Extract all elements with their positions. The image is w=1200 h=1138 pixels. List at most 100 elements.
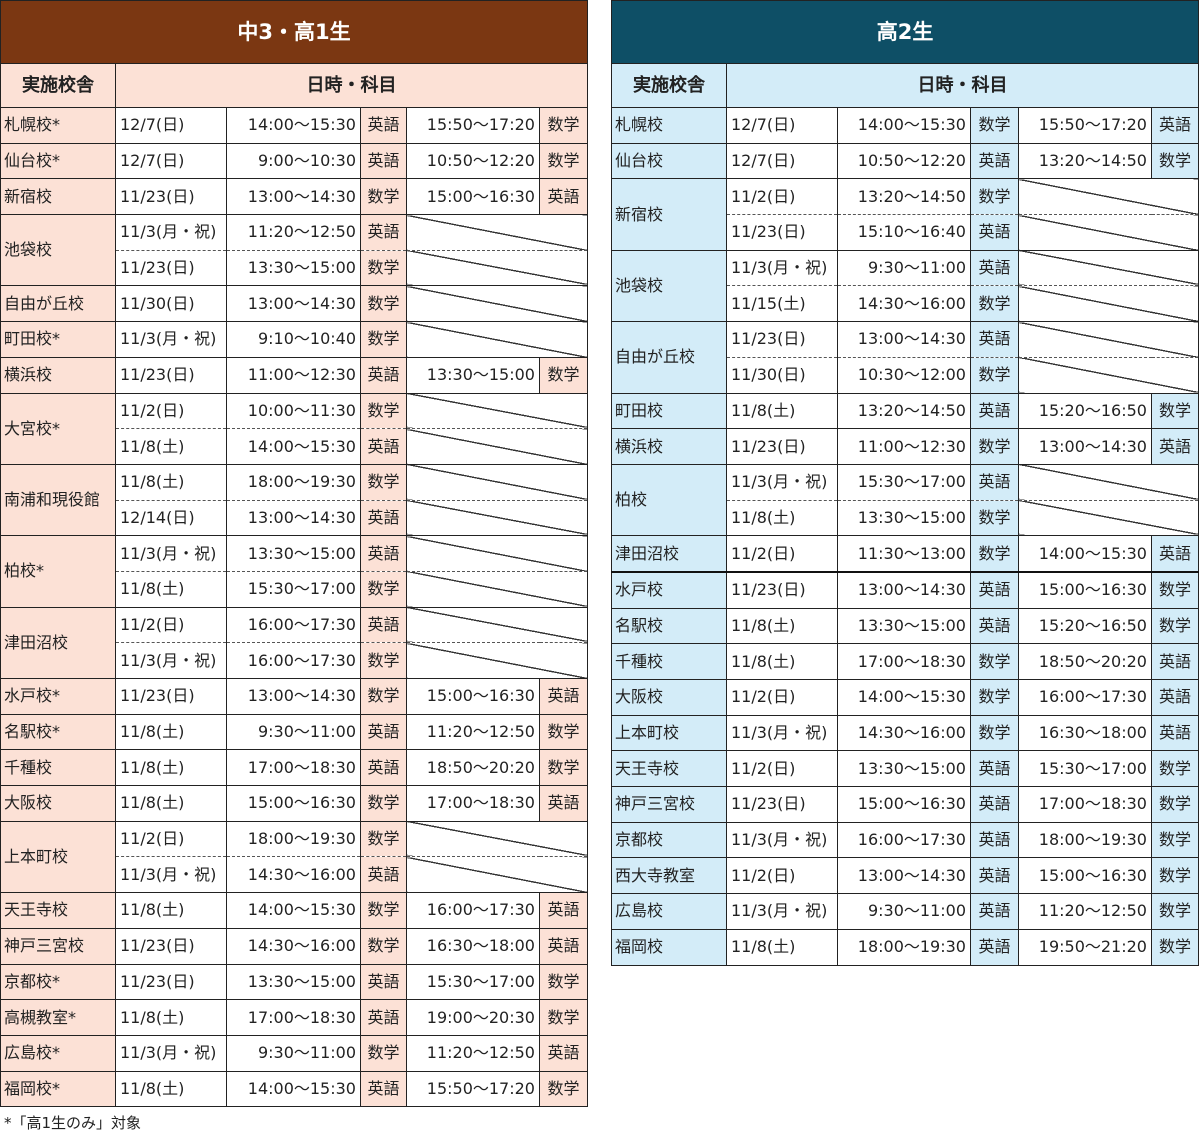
subject-2: 数学 xyxy=(1150,392,1200,430)
campus-name: 南浦和現役館 xyxy=(0,463,116,537)
no-second-session xyxy=(405,820,589,858)
exam-date: 11/30(日) xyxy=(115,285,227,323)
exam-date: 11/8(土) xyxy=(115,1070,227,1108)
time-slot-1: 14:30～16:00 xyxy=(226,927,361,965)
time-slot-1: 13:30～15:00 xyxy=(837,750,971,788)
campus-name: 新宿校 xyxy=(611,178,727,251)
subject-2: 数学 xyxy=(538,142,589,180)
campus-name: 西大寺教室 xyxy=(611,857,727,895)
subject-1: 数学 xyxy=(360,249,407,287)
time-slot-1: 11:00～12:30 xyxy=(837,428,971,465)
table-row: 仙台校* 12/7(日) 9:00～10:30 英語 10:50～12:20 数学 xyxy=(0,142,589,180)
time-slot-2: 16:30～18:00 xyxy=(406,927,540,965)
campus-name: 大宮校* xyxy=(0,392,116,465)
time-slot-2: 17:00～18:30 xyxy=(1018,786,1152,823)
exam-date: 11/3(月・祝) xyxy=(726,893,838,930)
no-second-session xyxy=(1017,321,1200,358)
no-second-session xyxy=(1017,463,1200,501)
table-row: 札幌校 12/7(日) 14:00～15:30 数学 15:50～17:20 英語 xyxy=(611,107,1200,144)
subject-2: 数学 xyxy=(538,107,589,144)
subject-2: 英語 xyxy=(538,678,589,715)
no-second-session xyxy=(1017,178,1200,216)
time-slot-1: 13:00～14:30 xyxy=(226,285,361,323)
campus-name: 京都校 xyxy=(611,821,727,859)
table-row: 横浜校 11/23(日) 11:00～12:30 数学 13:00～14:30 英語 xyxy=(611,428,1200,465)
subject-1: 英語 xyxy=(970,142,1019,180)
time-slot-2: 18:50～20:20 xyxy=(1018,643,1152,680)
time-slot-1: 14:00～15:30 xyxy=(226,107,361,144)
exam-date: 11/23(日) xyxy=(726,570,838,609)
time-slot-2: 16:30～18:00 xyxy=(1018,714,1152,752)
time-slot-1: 18:00～19:30 xyxy=(226,820,361,858)
time-slot-2: 15:50～17:20 xyxy=(406,1070,540,1108)
table-row: 西大寺教室 11/2(日) 13:00～14:30 英語 15:00～16:30 数学 xyxy=(611,857,1200,895)
campus-name: 仙台校* xyxy=(0,142,116,180)
subject-1: 英語 xyxy=(970,928,1019,966)
time-slot-1: 13:30～15:00 xyxy=(226,963,361,1001)
subject-1: 数学 xyxy=(360,785,407,822)
no-second-session xyxy=(405,249,589,287)
subject-1: 数学 xyxy=(970,285,1019,323)
campus-name: 横浜校 xyxy=(611,428,727,465)
subject-1: 英語 xyxy=(360,107,407,144)
campus-name: 天王寺校 xyxy=(0,892,116,929)
time-slot-1: 10:50～12:20 xyxy=(837,142,971,180)
table-row: 自由が丘校 11/23(日) 13:00～14:30 英語 xyxy=(611,321,1200,394)
exam-date: 12/7(日) xyxy=(726,142,838,180)
time-slot-1: 9:30～11:00 xyxy=(837,249,971,287)
subject-1: 数学 xyxy=(360,570,407,608)
campus-name: 名駅校* xyxy=(0,713,116,751)
campus-name: 津田沼校 xyxy=(611,535,727,573)
subject-2: 数学 xyxy=(1150,142,1200,180)
subject-1: 数学 xyxy=(360,392,407,430)
table-row: 新宿校 11/23(日) 13:00～14:30 数学 15:00～16:30 英語 xyxy=(0,178,589,216)
exam-date: 11/8(土) xyxy=(115,463,227,501)
subject-1: 英語 xyxy=(970,249,1019,287)
campus-name: 千種校 xyxy=(611,643,727,680)
subject-1: 英語 xyxy=(970,857,1019,895)
table-row: 名駅校 11/8(土) 13:30～15:00 英語 15:20～16:50 数学 xyxy=(611,607,1200,645)
subject-1: 英語 xyxy=(360,428,407,465)
table-row: 札幌校* 12/7(日) 14:00～15:30 英語 15:50～17:20 数学 xyxy=(0,107,589,144)
table-row: 大宮校* 11/2(日) 10:00～11:30 数学 xyxy=(0,392,589,465)
time-slot-1: 14:30～16:00 xyxy=(837,285,971,323)
campus-name: 札幌校* xyxy=(0,107,116,144)
subject-1: 英語 xyxy=(360,963,407,1001)
time-slot-1: 13:30～15:00 xyxy=(226,535,361,572)
no-second-session xyxy=(405,321,589,358)
exam-date: 11/23(日) xyxy=(115,178,227,216)
subject-1: 英語 xyxy=(970,750,1019,788)
campus-name: 大阪校 xyxy=(0,785,116,822)
time-slot-1: 13:00～14:30 xyxy=(837,321,971,358)
subject-2: 英語 xyxy=(1150,428,1200,465)
exam-date: 12/7(日) xyxy=(115,107,227,144)
subject-1: 英語 xyxy=(360,606,407,644)
time-slot-2: 15:30～17:00 xyxy=(406,963,540,1001)
subject-2: 数学 xyxy=(1150,857,1200,895)
subject-1: 英語 xyxy=(970,392,1019,430)
time-slot-2: 15:00～16:30 xyxy=(406,678,540,715)
time-slot-2: 18:50～20:20 xyxy=(406,749,540,787)
time-slot-1: 13:00～14:30 xyxy=(226,178,361,216)
time-slot-2: 13:30～15:00 xyxy=(406,356,540,394)
time-slot-1: 15:30～17:00 xyxy=(226,570,361,608)
exam-date: 11/3(月・祝) xyxy=(726,821,838,859)
subject-2: 数学 xyxy=(538,356,589,394)
table-row: 南浦和現役館 11/8(土) 18:00～19:30 数学 xyxy=(0,463,589,537)
time-slot-2: 15:00～16:30 xyxy=(1018,570,1152,609)
exam-date: 11/8(土) xyxy=(115,713,227,751)
no-second-session xyxy=(1017,214,1200,251)
campus-name: 福岡校 xyxy=(611,928,727,966)
time-slot-1: 10:00～11:30 xyxy=(226,392,361,430)
exam-date: 11/3(月・祝) xyxy=(115,321,227,358)
subject-1: 数学 xyxy=(360,285,407,323)
subject-2: 数学 xyxy=(1150,786,1200,823)
no-second-session xyxy=(405,428,589,465)
exam-date: 11/23(日) xyxy=(726,428,838,465)
exam-date: 11/2(日) xyxy=(726,679,838,716)
exam-date: 11/2(日) xyxy=(115,606,227,644)
table-row: 福岡校 11/8(土) 18:00～19:30 英語 19:50～21:20 数学 xyxy=(611,928,1200,966)
time-slot-1: 15:10～16:40 xyxy=(837,214,971,251)
table-row: 津田沼校 11/2(日) 11:30～13:00 数学 14:00～15:30 英語 xyxy=(611,535,1200,573)
exam-date: 11/8(土) xyxy=(115,428,227,465)
